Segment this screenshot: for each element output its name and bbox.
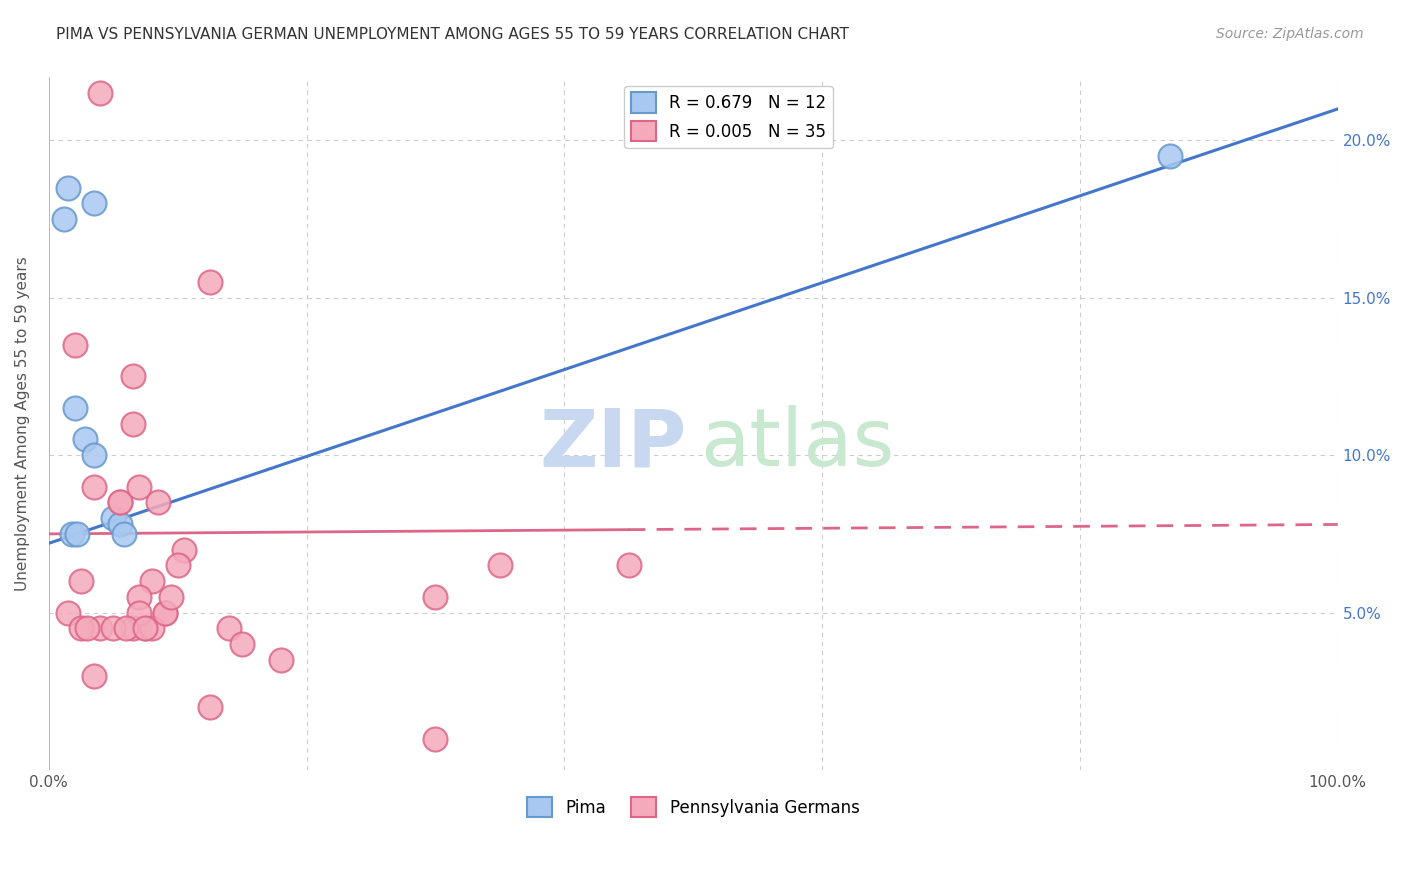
Point	[121, 417, 143, 431]
Point	[166, 558, 188, 573]
Point	[134, 621, 156, 635]
Point	[83, 448, 105, 462]
Point	[1159, 149, 1181, 163]
Point	[198, 275, 221, 289]
Point	[89, 86, 111, 100]
Point	[173, 542, 195, 557]
Point	[108, 495, 131, 509]
Point	[128, 590, 150, 604]
Legend: Pima, Pennsylvania Germans: Pima, Pennsylvania Germans	[520, 790, 866, 824]
Point	[83, 668, 105, 682]
Point	[153, 606, 176, 620]
Point	[121, 369, 143, 384]
Point	[115, 621, 138, 635]
Point	[108, 517, 131, 532]
Y-axis label: Unemployment Among Ages 55 to 59 years: Unemployment Among Ages 55 to 59 years	[15, 256, 30, 591]
Point	[83, 196, 105, 211]
Point	[489, 558, 512, 573]
Point	[148, 495, 170, 509]
Point	[63, 338, 86, 352]
Point	[66, 527, 89, 541]
Point	[60, 527, 83, 541]
Point	[141, 621, 163, 635]
Point	[56, 180, 79, 194]
Point	[70, 574, 93, 588]
Point	[103, 511, 125, 525]
Point	[218, 621, 240, 635]
Point	[73, 433, 96, 447]
Point	[425, 731, 447, 746]
Text: ZIP: ZIP	[540, 406, 686, 483]
Point	[160, 590, 183, 604]
Point	[153, 606, 176, 620]
Point	[425, 590, 447, 604]
Point	[128, 606, 150, 620]
Point	[198, 700, 221, 714]
Point	[70, 621, 93, 635]
Point	[53, 212, 76, 227]
Text: PIMA VS PENNSYLVANIA GERMAN UNEMPLOYMENT AMONG AGES 55 TO 59 YEARS CORRELATION C: PIMA VS PENNSYLVANIA GERMAN UNEMPLOYMENT…	[56, 27, 849, 42]
Point	[141, 574, 163, 588]
Point	[76, 621, 98, 635]
Point	[56, 606, 79, 620]
Point	[63, 401, 86, 415]
Text: Source: ZipAtlas.com: Source: ZipAtlas.com	[1216, 27, 1364, 41]
Point	[103, 621, 125, 635]
Point	[128, 480, 150, 494]
Point	[83, 480, 105, 494]
Text: atlas: atlas	[700, 406, 894, 483]
Point	[108, 495, 131, 509]
Point	[134, 621, 156, 635]
Point	[112, 527, 135, 541]
Point	[270, 653, 292, 667]
Point	[231, 637, 253, 651]
Point	[617, 558, 640, 573]
Point	[89, 621, 111, 635]
Point	[121, 621, 143, 635]
